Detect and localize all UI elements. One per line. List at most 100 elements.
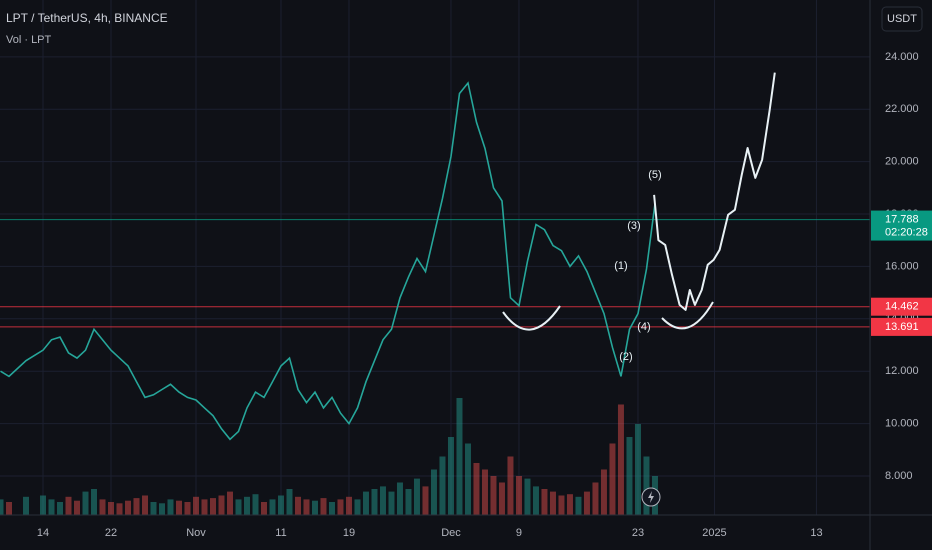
y-tick-label: 20.000	[885, 156, 919, 168]
volume-bar	[82, 491, 89, 515]
volume-bar	[583, 491, 590, 515]
subtitle: Vol · LPT	[6, 34, 52, 46]
volume-bar	[91, 489, 98, 515]
volume-bar	[481, 469, 488, 515]
volume-bar	[125, 500, 132, 515]
volume-bar	[413, 478, 420, 515]
volume-bar	[345, 496, 352, 515]
volume-bar	[456, 398, 463, 515]
volume-bar	[524, 478, 531, 515]
volume-bar	[575, 496, 582, 515]
volume-bar	[57, 502, 64, 515]
x-tick-label: 14	[37, 527, 49, 539]
x-tick-label: 13	[810, 527, 822, 539]
y-tick-label: 24.000	[885, 51, 919, 63]
wave-label: (4)	[637, 321, 650, 333]
y-tick-label: 10.000	[885, 417, 919, 429]
volume-bar	[498, 482, 505, 515]
volume	[0, 398, 658, 515]
alert-bolt[interactable]	[648, 491, 654, 503]
volume-bar	[490, 476, 497, 515]
x-tick-label: Nov	[186, 527, 206, 539]
volume-bar	[99, 499, 106, 515]
volume-bar	[388, 491, 395, 515]
volume-bar	[354, 499, 361, 515]
volume-bar	[108, 502, 115, 515]
volume-bar	[286, 489, 293, 515]
projection-line	[653, 72, 776, 311]
volume-bar	[379, 486, 386, 515]
wave-label: (1)	[614, 260, 627, 272]
wave-label: (2)	[619, 351, 632, 363]
volume-bar	[226, 491, 233, 515]
price-label: 13.691	[885, 321, 919, 333]
x-tick-label: 9	[516, 527, 522, 539]
y-tick-label: 12.000	[885, 365, 919, 377]
volume-bar	[40, 495, 47, 515]
volume-bar	[184, 502, 191, 515]
y-tick-label: 22.000	[885, 103, 919, 115]
volume-bar	[175, 500, 182, 515]
volume-bar	[558, 495, 565, 515]
volume-bar	[311, 500, 318, 515]
volume-bar	[65, 496, 72, 515]
volume-bar	[167, 499, 174, 515]
volume-bar	[209, 498, 216, 515]
grid	[0, 0, 870, 515]
wave-label: (5)	[648, 169, 661, 181]
volume-bar	[566, 494, 573, 515]
volume-bar	[549, 491, 556, 515]
chart-title: LPT / TetherUS, 4h, BINANCE	[6, 11, 168, 25]
volume-bar	[626, 437, 633, 515]
volume-bar	[515, 476, 522, 515]
volume-bar	[328, 502, 335, 515]
price-label: 14.462	[885, 301, 919, 313]
volume-bar	[320, 498, 327, 515]
price-label-box	[871, 210, 932, 241]
volume-bar	[473, 463, 480, 515]
volume-bar	[133, 498, 140, 515]
volume-bar	[201, 499, 208, 515]
volume-bar	[405, 489, 412, 515]
volume-bar	[150, 502, 157, 515]
volume-bar	[430, 469, 437, 515]
x-tick-label: 22	[105, 527, 117, 539]
countdown: 02:20:28	[885, 226, 928, 238]
currency[interactable]: USDT	[887, 13, 917, 25]
plot	[0, 72, 870, 441]
x-tick-label: 11	[275, 527, 286, 539]
volume-bar	[23, 496, 30, 515]
volume-bar	[158, 503, 165, 515]
volume-bar	[532, 486, 539, 515]
volume-bar	[218, 495, 225, 515]
volume-bar	[0, 499, 4, 515]
price-label: 17.788	[885, 213, 919, 225]
volume-bar	[439, 456, 446, 515]
x-tick-label: 23	[632, 527, 644, 539]
volume-bar	[277, 495, 284, 515]
volume-bar	[6, 502, 13, 515]
volume-bar	[303, 499, 310, 515]
volume-bar	[337, 499, 344, 515]
currency-button[interactable]	[881, 6, 923, 32]
volume-bar	[643, 456, 650, 515]
y-tick-label: 8.000	[885, 470, 913, 482]
volume-bar	[142, 495, 148, 515]
volume-bar	[634, 424, 641, 515]
volume-bar	[507, 456, 514, 515]
volume-bar	[592, 482, 599, 515]
volume-bar	[269, 499, 276, 515]
y-tick-label: 16.000	[885, 260, 919, 272]
volume-bar	[422, 486, 429, 515]
volume-bar	[252, 494, 259, 515]
volume-bar	[294, 496, 301, 515]
volume-bar	[541, 489, 548, 515]
price-label-box	[871, 317, 932, 336]
volume-bar	[464, 443, 471, 515]
cup-arc	[502, 305, 561, 331]
cup-arc	[661, 301, 714, 330]
volume-bar	[600, 469, 607, 515]
volume-bar	[243, 496, 250, 515]
x-tick-label: 2025	[702, 527, 726, 539]
